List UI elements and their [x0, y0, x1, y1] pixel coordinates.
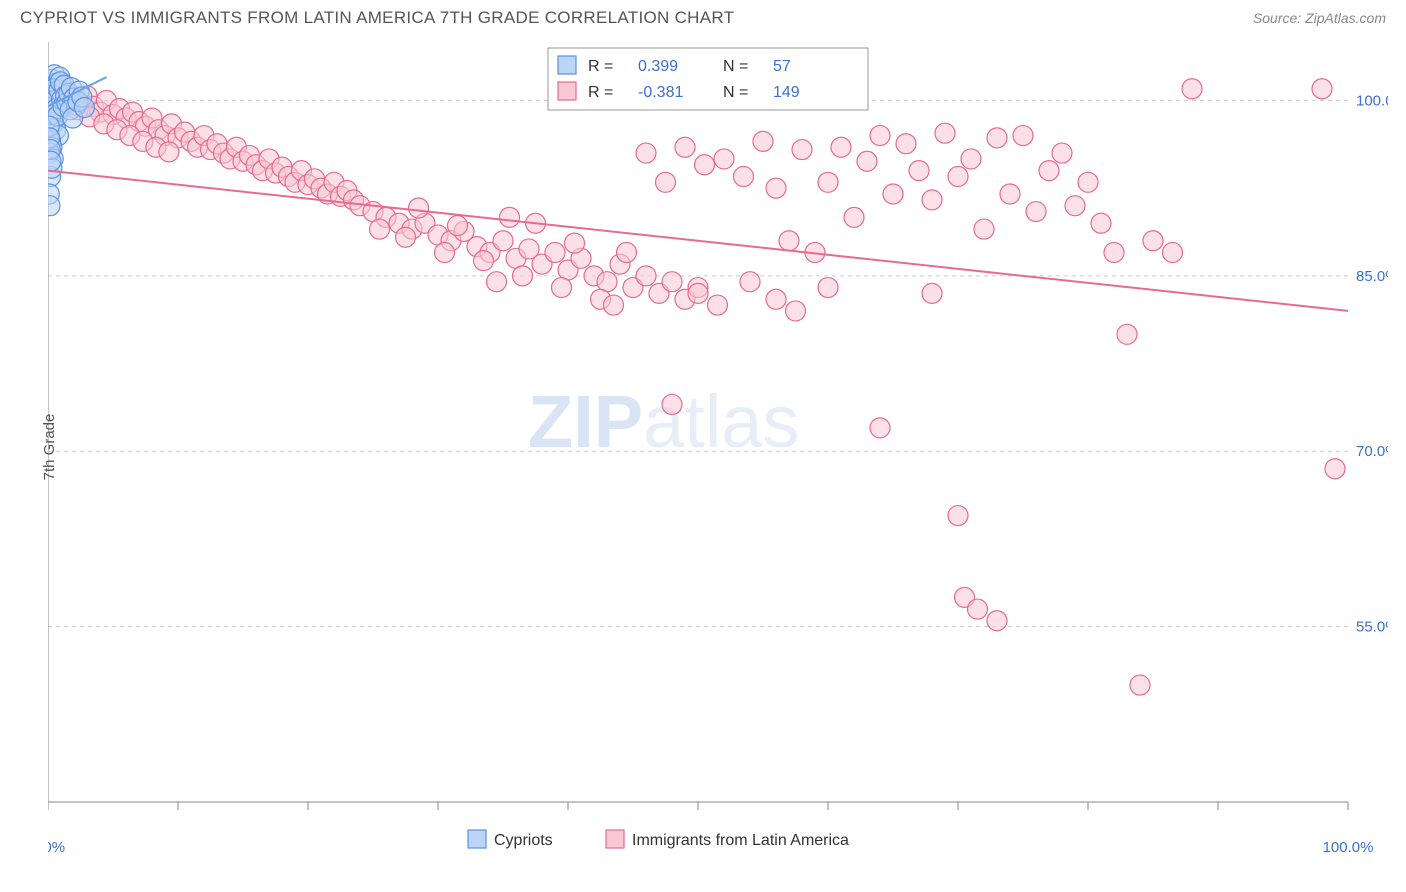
data-point — [74, 97, 94, 117]
chart-title: CYPRIOT VS IMMIGRANTS FROM LATIN AMERICA… — [20, 8, 734, 28]
data-point — [909, 161, 929, 181]
legend-n-value: 57 — [773, 58, 791, 75]
data-point — [831, 137, 851, 157]
data-point — [1026, 202, 1046, 222]
watermark: ZIPatlas — [528, 380, 799, 463]
data-point — [1039, 161, 1059, 181]
data-point — [552, 278, 572, 298]
data-point — [961, 149, 981, 169]
legend-r-value: -0.381 — [638, 84, 683, 101]
y-tick-label: 100.0% — [1356, 92, 1388, 109]
chart-area: 7th Grade ZIPatlas55.0%70.0%85.0%100.0%0… — [48, 42, 1388, 852]
data-point — [435, 242, 455, 262]
data-point — [818, 172, 838, 192]
data-point — [662, 272, 682, 292]
data-point — [786, 301, 806, 321]
data-point — [1130, 675, 1150, 695]
data-point — [1104, 242, 1124, 262]
legend-swatch — [558, 82, 576, 100]
data-point — [870, 418, 890, 438]
y-axis-label: 7th Grade — [41, 414, 58, 481]
data-point — [695, 155, 715, 175]
data-point — [857, 151, 877, 171]
data-point — [935, 123, 955, 143]
data-point — [636, 266, 656, 286]
x-tick-label: 0.0% — [48, 839, 65, 852]
data-point — [714, 149, 734, 169]
data-point — [396, 227, 416, 247]
data-point — [1117, 324, 1137, 344]
data-point — [448, 216, 468, 236]
data-point — [948, 506, 968, 526]
data-point — [500, 207, 520, 227]
data-point — [1143, 231, 1163, 251]
data-point — [409, 198, 429, 218]
data-point — [870, 126, 890, 146]
data-point — [545, 242, 565, 262]
chart-source: Source: ZipAtlas.com — [1253, 10, 1386, 26]
data-point — [474, 251, 494, 271]
legend-n-value: 149 — [773, 84, 800, 101]
y-tick-label: 85.0% — [1356, 268, 1388, 285]
legend-swatch — [606, 830, 624, 848]
data-point — [896, 134, 916, 154]
data-point — [766, 289, 786, 309]
data-point — [968, 599, 988, 619]
data-point — [662, 394, 682, 414]
data-point — [922, 190, 942, 210]
data-point — [1091, 213, 1111, 233]
legend-r-label: R = — [588, 58, 613, 75]
data-point — [487, 272, 507, 292]
legend-series-label: Cypriots — [494, 832, 553, 849]
chart-header: CYPRIOT VS IMMIGRANTS FROM LATIN AMERICA… — [0, 0, 1406, 32]
data-point — [974, 219, 994, 239]
data-point — [513, 266, 533, 286]
data-point — [1052, 143, 1072, 163]
legend-r-label: R = — [588, 84, 613, 101]
data-point — [565, 233, 585, 253]
data-point — [159, 142, 179, 162]
data-point — [948, 166, 968, 186]
data-point — [818, 278, 838, 298]
data-point — [753, 131, 773, 151]
data-point — [604, 295, 624, 315]
data-point — [844, 207, 864, 227]
y-tick-label: 70.0% — [1356, 443, 1388, 460]
legend-n-label: N = — [723, 58, 748, 75]
data-point — [688, 283, 708, 303]
legend-series-label: Immigrants from Latin America — [632, 832, 849, 849]
data-point — [636, 143, 656, 163]
data-point — [740, 272, 760, 292]
data-point — [1078, 172, 1098, 192]
data-point — [883, 184, 903, 204]
data-point — [1325, 459, 1345, 479]
data-point — [493, 231, 513, 251]
data-point — [617, 242, 637, 262]
data-point — [922, 283, 942, 303]
legend-swatch — [558, 56, 576, 74]
data-point — [1182, 79, 1202, 99]
data-point — [779, 231, 799, 251]
data-point — [370, 219, 390, 239]
data-point — [766, 178, 786, 198]
data-point — [987, 611, 1007, 631]
data-point — [734, 166, 754, 186]
data-point — [1000, 184, 1020, 204]
data-point — [708, 295, 728, 315]
data-point — [792, 140, 812, 160]
x-tick-label: 100.0% — [1323, 839, 1374, 852]
data-point — [1312, 79, 1332, 99]
data-point — [675, 137, 695, 157]
legend-n-label: N = — [723, 84, 748, 101]
scatter-chart: ZIPatlas 55.0% 70.0% 85.0% 100.0% 0.0% 100.0% R… — [48, 42, 1388, 852]
data-point — [1065, 196, 1085, 216]
legend-r-value: 0.399 — [638, 58, 678, 75]
y-tick-label: 55.0% — [1356, 619, 1388, 636]
legend-swatch — [468, 830, 486, 848]
data-point — [656, 172, 676, 192]
data-point — [987, 128, 1007, 148]
data-point — [1013, 126, 1033, 146]
data-point — [1163, 242, 1183, 262]
